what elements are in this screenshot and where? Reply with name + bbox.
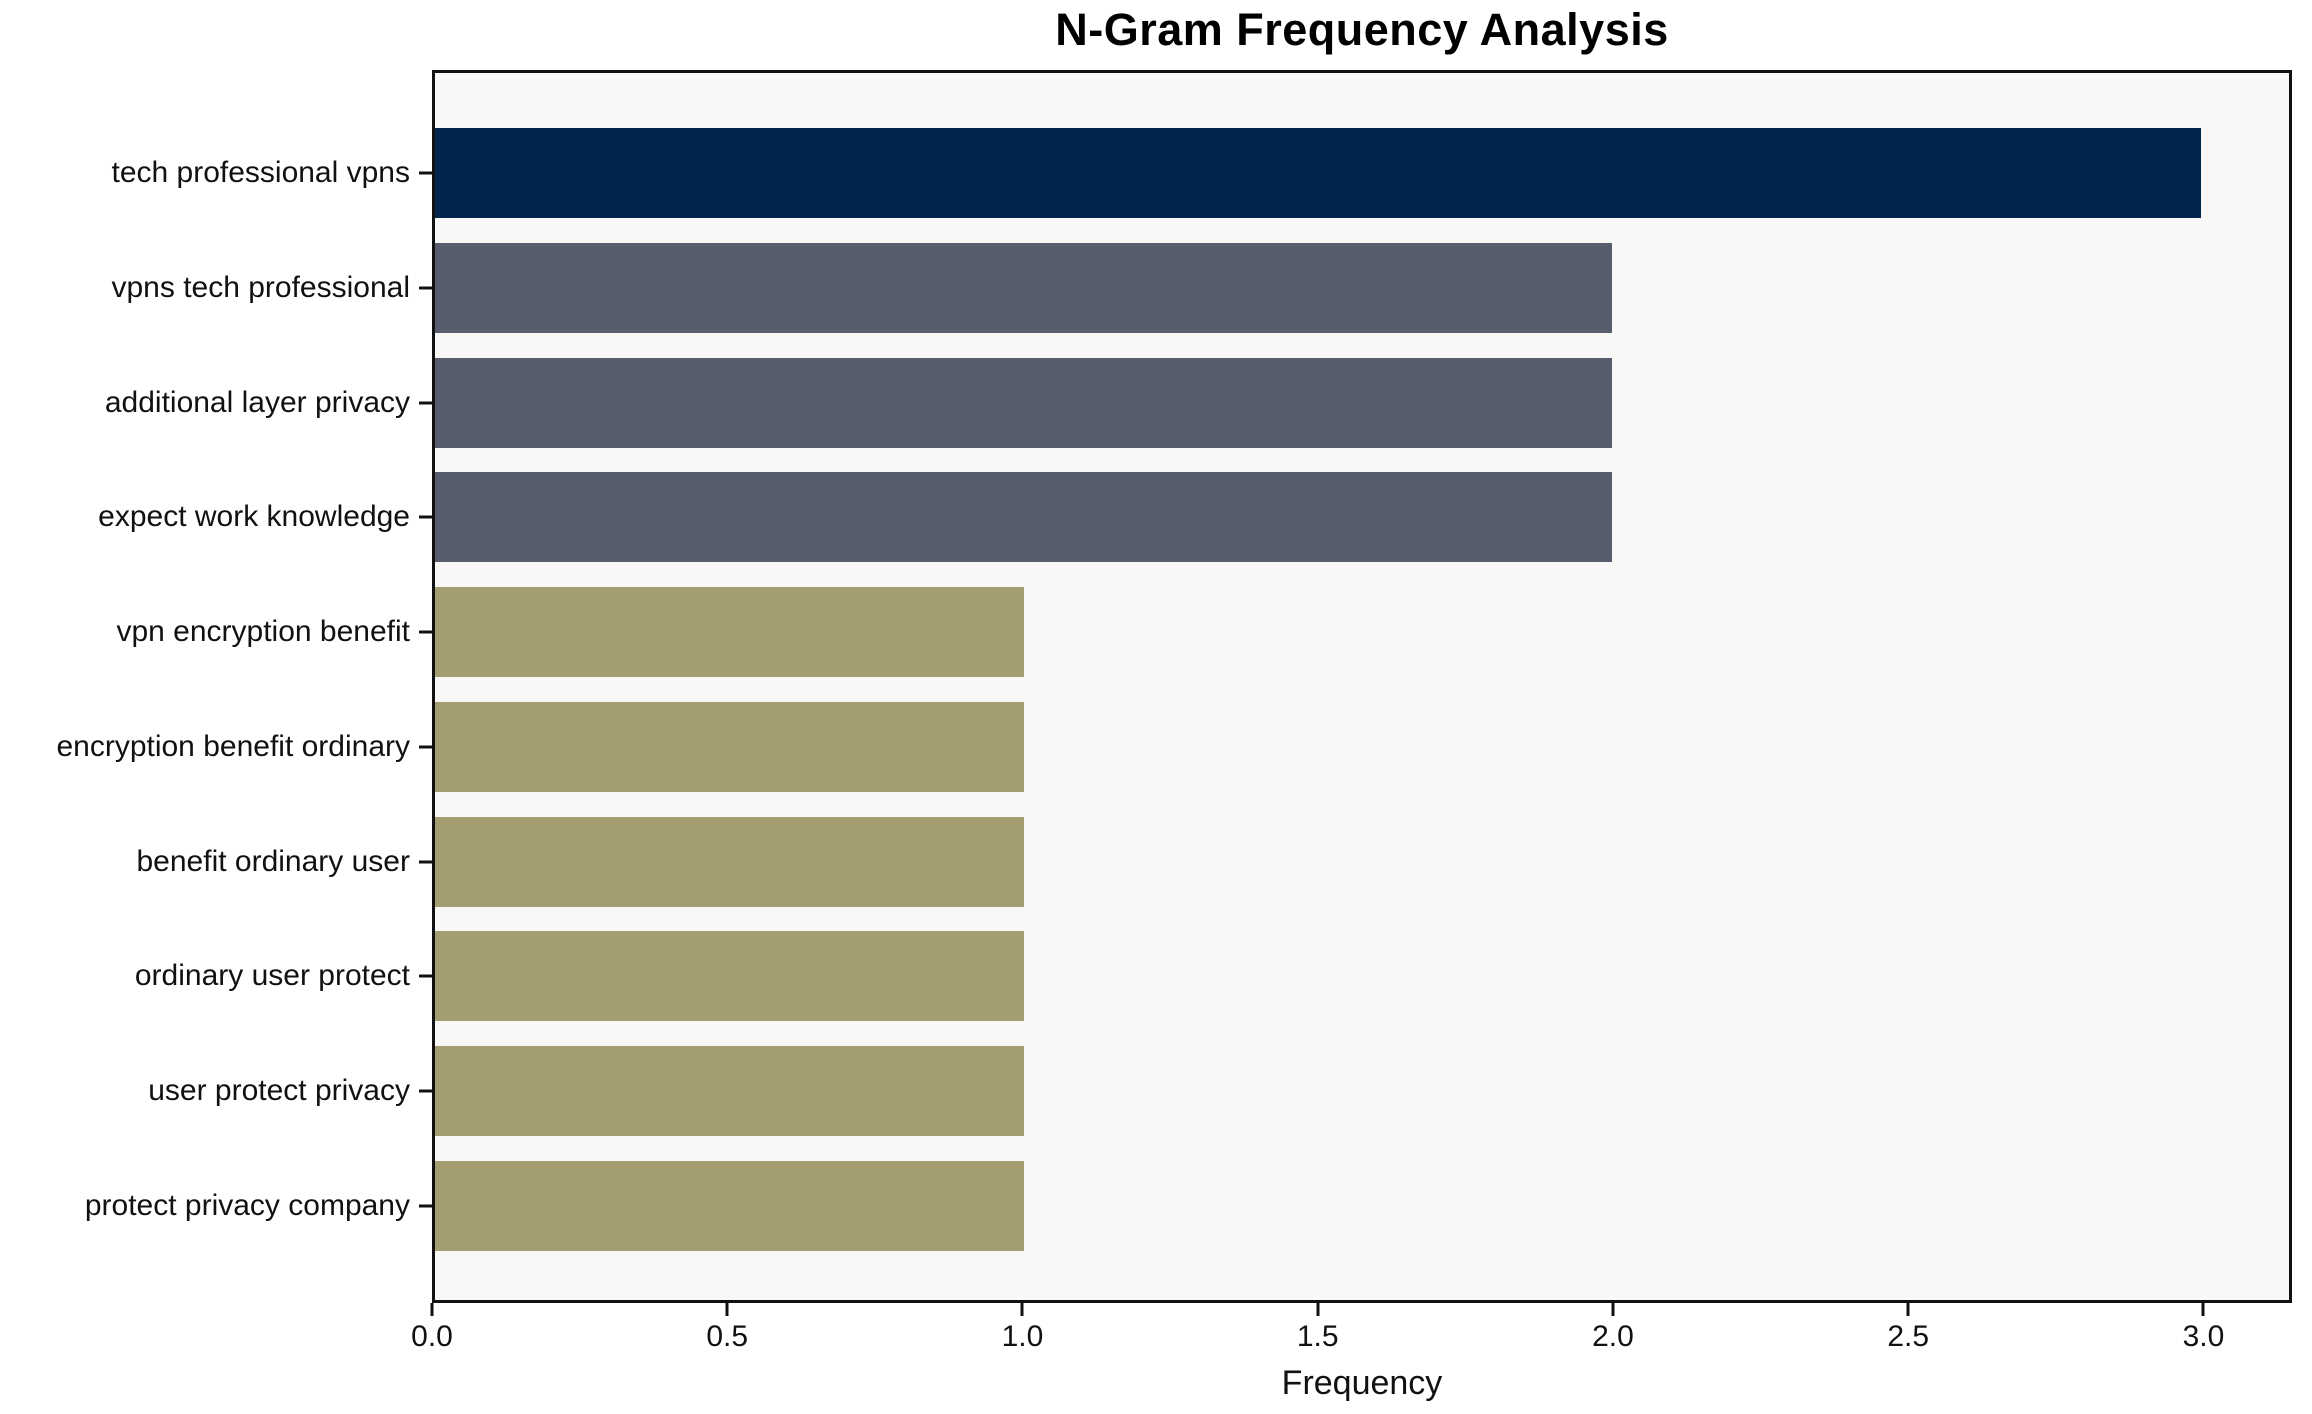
bar [435, 816, 1024, 907]
y-tick-label: vpns tech professional [111, 271, 410, 305]
y-tick-label: encryption benefit ordinary [56, 729, 410, 763]
y-tick-mark [419, 974, 432, 978]
y-tick-mark [419, 1204, 432, 1208]
x-axis-label: Frequency [1281, 1364, 1443, 1402]
bar-row: expect work knowledge [98, 460, 2289, 575]
x-axis: 0.0 0.5 1.0 1.5 2.0 2.5 3.0 [411, 1303, 2292, 1365]
y-tick-mark [419, 860, 432, 864]
x-tick-label: 0.5 [706, 1320, 749, 1353]
bars-container: tech professional vpns vpns tech professi… [56, 73, 2289, 1300]
x-tick-mark [1316, 1303, 1320, 1316]
y-tick-mark [419, 745, 432, 749]
y-tick-label: benefit ordinary user [136, 844, 411, 878]
x-tick-label: 0.0 [411, 1320, 453, 1353]
y-tick-label: ordinary user protect [134, 959, 410, 993]
bar [435, 357, 1613, 448]
bar [435, 701, 1024, 792]
x-tick-mark [2201, 1303, 2205, 1316]
bar-row: vpn encryption benefit [116, 575, 2289, 690]
x-tick-label: 1.5 [1296, 1320, 1339, 1353]
bar [435, 243, 1613, 334]
x-tick-mark [1020, 1303, 1024, 1316]
chart-title: N-Gram Frequency Analysis [1055, 4, 1669, 55]
y-tick-mark [419, 1089, 432, 1093]
bar-row: user protect privacy [148, 1034, 2289, 1149]
x-tick-mark [1611, 1303, 1615, 1316]
y-tick-label: tech professional vpns [111, 156, 410, 190]
x-tick-label: 2.0 [1592, 1320, 1634, 1353]
y-tick-label: protect privacy company [84, 1188, 410, 1222]
plot-area: tech professional vpns vpns tech professi… [56, 70, 2292, 1303]
bar-row: vpns tech professional [111, 231, 2289, 346]
x-tick-mark [430, 1303, 434, 1316]
bar [435, 1160, 1024, 1251]
bar [435, 1045, 1024, 1136]
bar-row: ordinary user protect [135, 919, 2289, 1034]
y-tick-mark [419, 171, 432, 175]
y-tick-mark [419, 401, 432, 405]
y-tick-mark [419, 286, 432, 290]
y-tick-label: expect work knowledge [98, 500, 410, 534]
y-tick-mark [419, 515, 432, 519]
x-tick-label: 2.5 [1887, 1320, 1930, 1353]
x-tick-mark [725, 1303, 729, 1316]
y-tick-label: user protect privacy [148, 1073, 410, 1107]
x-tick-label: 3.0 [2182, 1320, 2225, 1353]
bar [435, 587, 1024, 678]
bar-row: protect privacy company [85, 1148, 2289, 1263]
bar [435, 931, 1024, 1022]
bar-row: tech professional vpns [111, 116, 2289, 231]
y-tick-label: vpn encryption benefit [116, 615, 410, 649]
x-tick-label: 1.0 [1001, 1320, 1044, 1353]
y-tick-label: additional layer privacy [104, 385, 410, 419]
x-tick-mark [1906, 1303, 1910, 1316]
bar-row: additional layer privacy [105, 345, 2289, 460]
bar-row: benefit ordinary user [137, 804, 2289, 919]
bar-row: encryption benefit ordinary [56, 690, 2289, 805]
y-tick-mark [419, 630, 432, 634]
bar [435, 128, 2201, 219]
bar [435, 472, 1613, 563]
